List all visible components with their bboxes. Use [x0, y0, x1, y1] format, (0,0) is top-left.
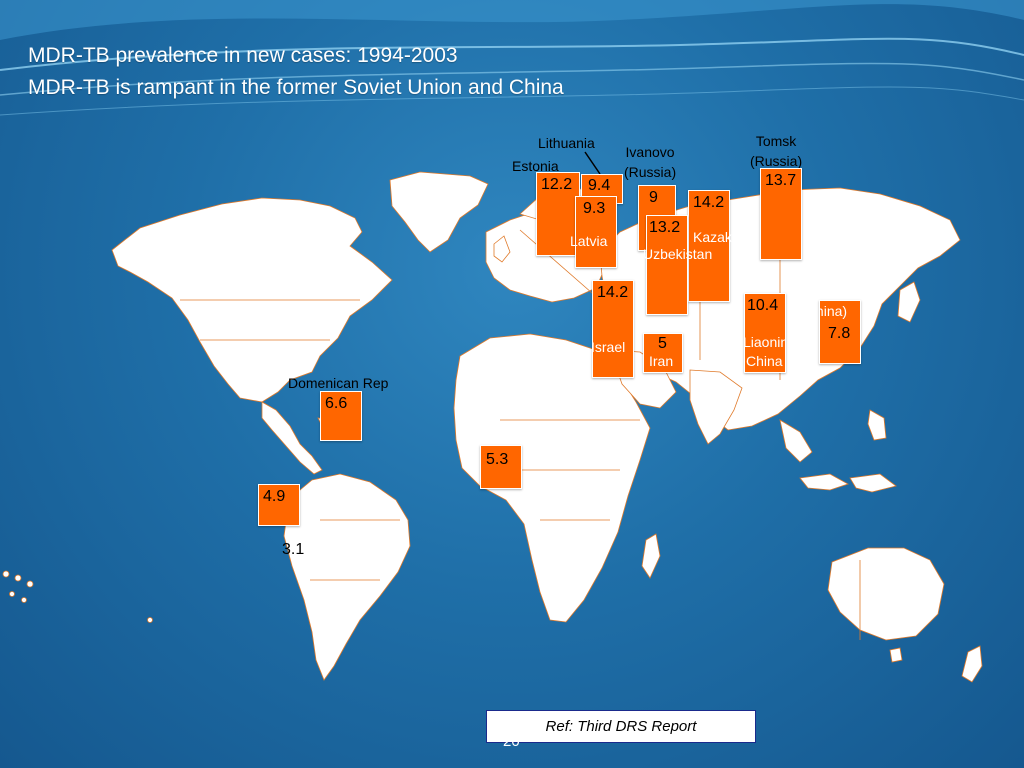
inner-label-israel: Israel — [591, 339, 626, 355]
bar-kazakhstan: 14.2 Kazakhstan — [688, 190, 766, 302]
south-america — [283, 473, 411, 681]
page-number: 20 — [503, 733, 520, 750]
value-israel: 14.2 — [597, 284, 629, 301]
title-line-1: MDR-TB prevalence in new cases: 1994-200… — [28, 44, 458, 67]
inner-label-liaoning-line2: China — [746, 353, 783, 369]
value-uzbekistan: 13.2 — [649, 219, 681, 236]
value-henan: 7.8 — [828, 325, 851, 342]
value-kazakhstan: 14.2 — [693, 194, 725, 211]
australia — [827, 547, 945, 641]
label-tomsk: Tomsk (Russia) — [750, 131, 802, 171]
bar-estonia: 12.2 — [536, 172, 580, 256]
title-line-2: MDR-TB is rampant in the former Soviet U… — [28, 76, 564, 99]
label-ivanovo-line2: (Russia) — [624, 164, 677, 180]
madagascar — [641, 533, 661, 579]
label-tomsk-line1: Tomsk — [755, 133, 797, 149]
value-estonia: 12.2 — [541, 176, 573, 193]
label-ivanovo: Ivanovo (Russia) — [624, 142, 676, 182]
india — [689, 369, 743, 445]
value-lithuania: 9.4 — [588, 177, 611, 194]
value-latvia: 9.3 — [583, 200, 606, 217]
value-ecuador: 4.9 — [263, 488, 286, 505]
lithuania-pointer — [584, 151, 601, 175]
indonesia-1 — [799, 473, 849, 491]
label-tomsk-line2: (Russia) — [750, 153, 803, 169]
bar-ecuador: 4.9 — [258, 484, 300, 526]
inner-label-uzbekistan: Uzbekistan — [643, 246, 713, 262]
inner-label-kazakhstan: Kazakhstan — [693, 229, 767, 245]
inner-label-liaoning-line1: Liaoning — [744, 334, 785, 350]
indonesia-2 — [849, 473, 897, 493]
label-dominican: Domenican Rep — [288, 375, 389, 391]
value-liaoning: 10.4 — [747, 297, 779, 314]
bar-tomsk: 13.7 — [760, 168, 802, 260]
southeast-asia — [779, 419, 813, 463]
value-africa: 5.3 — [486, 451, 509, 468]
inner-label-henan: Henan (China) — [820, 303, 848, 319]
label-ivanovo-line1: Ivanovo — [625, 144, 675, 160]
bar-israel: 14.2 Israel — [591, 280, 634, 378]
new-zealand — [961, 645, 983, 683]
bar-liaoning: 10.4 Liaoning China — [744, 293, 786, 373]
inner-label-iran: Iran — [649, 353, 674, 369]
bar-dominican: 6.6 — [320, 391, 362, 441]
tasmania — [889, 647, 903, 663]
japan — [897, 281, 921, 323]
central-america — [261, 401, 323, 475]
inner-label-latvia: Latvia — [570, 233, 608, 249]
uk — [493, 235, 511, 263]
reference-box: Ref: Third DRS Report — [486, 710, 756, 743]
label-lithuania: Lithuania — [538, 135, 595, 151]
greenland — [389, 171, 489, 253]
background-waves — [0, 0, 1024, 116]
bar-henan: Henan (China) 7.8 — [819, 300, 861, 364]
value-iran: 5 — [658, 335, 667, 352]
bar-uzbekistan: 13.2 Uzbekistan — [643, 215, 712, 315]
value-tomsk: 13.7 — [765, 172, 797, 189]
philippines — [867, 409, 887, 441]
label-estonia: Estonia — [512, 158, 559, 174]
value-ivanovo: 9 — [649, 189, 658, 206]
value-peru: 3.1 — [282, 541, 305, 558]
bar-latvia: 9.3 Latvia — [570, 196, 617, 268]
value-dominican: 6.6 — [325, 395, 348, 412]
bar-africa: 5.3 — [480, 445, 522, 489]
bar-iran: 5 Iran — [643, 333, 683, 373]
